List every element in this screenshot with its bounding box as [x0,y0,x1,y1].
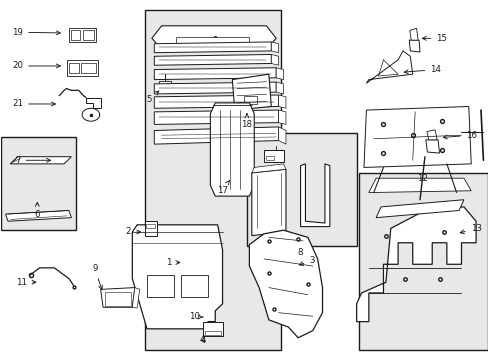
Bar [181,275,207,297]
Polygon shape [251,164,285,173]
Bar [159,81,171,89]
Polygon shape [71,31,80,40]
Polygon shape [5,211,71,221]
Bar [144,10,281,350]
Polygon shape [154,82,276,94]
Polygon shape [86,98,101,108]
Polygon shape [132,288,140,308]
Polygon shape [152,26,276,49]
Polygon shape [271,42,278,53]
Polygon shape [10,157,71,164]
Polygon shape [154,95,278,108]
Text: 4: 4 [200,334,206,345]
Text: 13: 13 [459,224,481,234]
Polygon shape [249,230,322,338]
Polygon shape [132,225,222,329]
Bar [204,330,220,335]
Bar [266,156,273,160]
Polygon shape [210,103,254,196]
Polygon shape [101,288,135,307]
Polygon shape [408,40,419,52]
Polygon shape [154,42,271,53]
Polygon shape [154,68,276,80]
Polygon shape [368,178,470,193]
Polygon shape [276,68,283,80]
Bar [147,275,173,297]
Polygon shape [271,54,278,65]
Polygon shape [81,63,96,73]
Polygon shape [278,110,285,125]
Bar [264,149,283,162]
Polygon shape [375,200,463,218]
Text: 16: 16 [443,131,476,140]
Bar [0,137,76,230]
Text: 20: 20 [12,62,60,71]
Bar [246,134,356,246]
Polygon shape [366,51,412,83]
Polygon shape [278,127,285,144]
Polygon shape [276,82,283,94]
Text: 10: 10 [189,312,203,321]
Polygon shape [154,127,278,144]
Polygon shape [154,110,278,125]
Text: 12: 12 [416,174,427,183]
Text: 3: 3 [299,256,314,265]
Text: 11: 11 [16,278,36,287]
Bar [176,37,249,45]
Bar [160,69,169,75]
Bar [104,292,131,306]
Polygon shape [300,164,329,226]
Text: 15: 15 [422,34,447,43]
Text: 4: 4 [200,336,205,345]
Polygon shape [356,207,475,321]
Text: 17: 17 [217,180,229,194]
Text: 6: 6 [35,203,40,219]
Polygon shape [426,130,436,140]
Text: 14: 14 [404,65,440,74]
Polygon shape [425,140,439,153]
Bar [243,96,257,104]
Polygon shape [69,28,96,42]
Text: 18: 18 [241,114,252,129]
Bar [146,224,155,228]
Text: 21: 21 [12,99,55,108]
Polygon shape [232,74,271,110]
Polygon shape [66,60,98,76]
Bar [358,173,488,350]
Polygon shape [278,95,285,108]
Bar [203,321,222,336]
Text: 2: 2 [125,228,141,237]
Text: 9: 9 [92,265,102,289]
Text: 8: 8 [297,248,303,257]
Text: 1: 1 [166,258,180,267]
Polygon shape [409,28,417,40]
Polygon shape [154,54,271,65]
Text: 7: 7 [15,156,50,165]
Polygon shape [82,31,94,40]
Text: 19: 19 [12,28,60,37]
Bar [144,221,157,235]
Text: 5: 5 [146,91,159,104]
Polygon shape [363,107,470,167]
Polygon shape [69,63,79,73]
Polygon shape [251,169,285,235]
